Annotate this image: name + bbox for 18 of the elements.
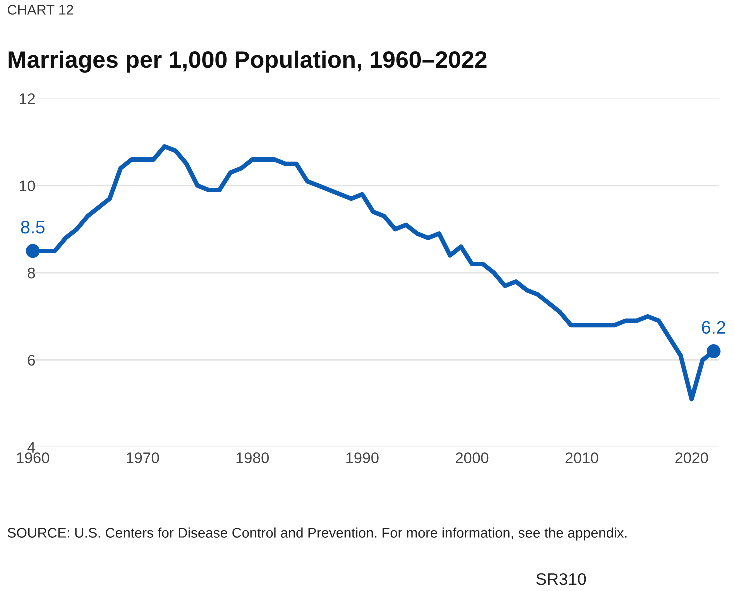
y-tick-label: 12 <box>20 94 36 104</box>
text: SR310 <box>536 573 586 586</box>
x-tick-label: 2000 <box>456 452 489 464</box>
source-note: SOURCE: U.S. Centers for Disease Control and Prevention. For more information, see the appendix. <box>8 528 627 541</box>
x-tick-label: 2020 <box>676 452 708 464</box>
data-label: 8.5 <box>21 221 45 234</box>
x-tick-label: 2010 <box>566 452 598 464</box>
x-tick-label: 1990 <box>346 452 379 464</box>
x-tick-label: 1970 <box>127 452 160 464</box>
data-label: 6.2 <box>702 321 726 334</box>
caption: CHART 12 <box>8 5 74 15</box>
y-tick-label: 10 <box>20 180 36 192</box>
chart-title: Marriages per 1,000 Population, 1960–2022 <box>8 50 487 73</box>
y-tick-label: 8 <box>28 268 36 279</box>
y-tick-label: 4 <box>28 442 36 453</box>
y-tick-label: 6 <box>28 355 36 366</box>
x-tick-label: 1960 <box>17 452 50 464</box>
x-tick-label: 1980 <box>236 452 270 464</box>
